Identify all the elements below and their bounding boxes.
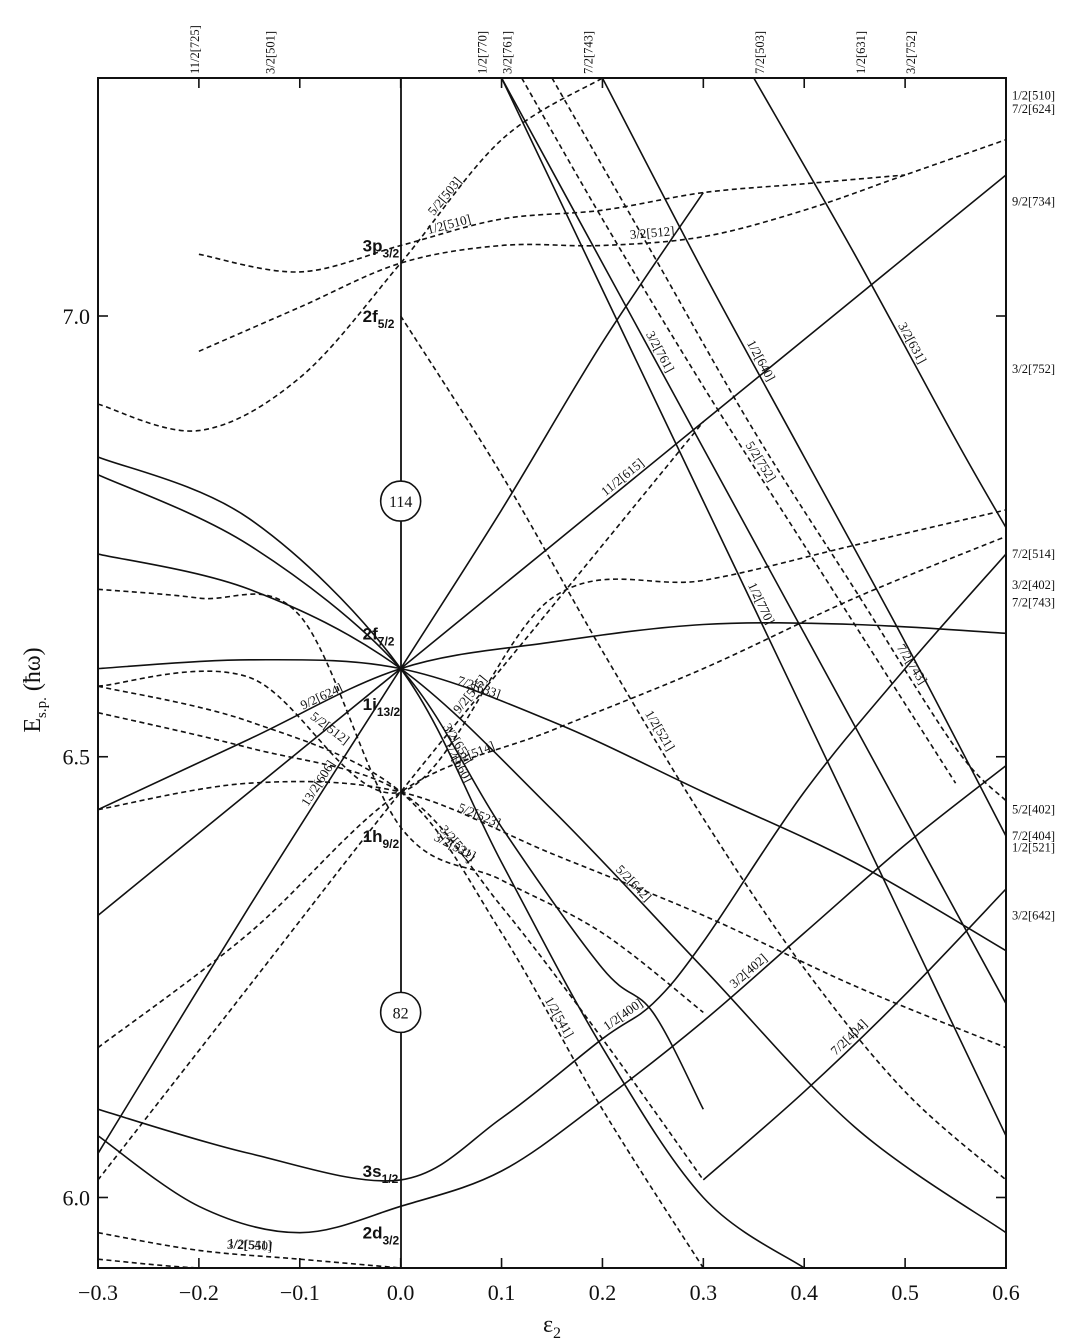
level-5-2-523 — [98, 780, 1006, 1049]
level-label-3-2-541: 3/2[541] — [227, 1237, 272, 1252]
x-tick-label: 0.4 — [790, 1280, 818, 1305]
level-label-1-2-550: 1/2[550] — [227, 1235, 273, 1254]
right-edge-label: 5/2[402] — [1012, 803, 1055, 817]
right-edge-label: 7/2[624] — [1012, 102, 1055, 116]
right-edge-label: 1/2[510] — [1012, 89, 1055, 103]
right-edge-label: 7/2[743] — [1012, 596, 1055, 610]
level-3-2-532 — [98, 711, 704, 1181]
level-3-2-512 — [198, 138, 1006, 353]
x-tick-label: 0.6 — [992, 1280, 1020, 1305]
level-curves — [98, 78, 1006, 1268]
level-3-2-402 — [98, 764, 1006, 1234]
level-1-2-770 — [500, 78, 1006, 1137]
level-3-2-631 — [753, 78, 1006, 528]
level-label-3-2-512: 3/2[512] — [629, 223, 675, 242]
level-label-5-2-752: 5/2[752] — [743, 438, 780, 484]
magic-number-114: 114 — [389, 494, 412, 511]
top-edge-label: 1/2[770] — [475, 31, 489, 74]
top-edge-label: 3/2[761] — [501, 31, 515, 74]
x-tick-label: 0.3 — [690, 1280, 718, 1305]
x-tick-label: 0.2 — [589, 1280, 617, 1305]
right-edge-label: 7/2[514] — [1012, 547, 1055, 561]
right-edge-label: 9/2[734] — [1012, 194, 1055, 208]
level-label-5-2-503: 5/2[503] — [425, 174, 465, 218]
level-7-2-743 — [551, 78, 1006, 802]
right-edge-label: 1/2[521] — [1012, 841, 1055, 855]
x-tick-label: 0.5 — [891, 1280, 919, 1305]
y-tick-label: 7.0 — [63, 304, 91, 329]
axis-ticks: −0.3 −0.2 −0.1 0.0 0.1 0.2 0.3 0.4 0.5 0.6 6.0 6.5 7… — [63, 78, 1020, 1305]
x-tick-label: −0.3 — [78, 1280, 118, 1305]
x-axis-title: ε2 — [543, 1312, 561, 1342]
top-edge-label: 1/2[631] — [854, 31, 868, 74]
level-1-2-400 — [98, 553, 1006, 1182]
level-5-2-503 — [98, 78, 603, 432]
magic-number-circle — [379, 991, 422, 1034]
magic-number-circle — [379, 480, 422, 522]
top-edge-label: 7/2[743] — [581, 31, 595, 74]
spherical-label-2f7-2: 2f7/2 — [363, 624, 395, 648]
right-edge-label: 3/2[402] — [1012, 578, 1055, 592]
level-label-5-2-642: 5/2[642] — [613, 862, 655, 905]
spherical-label-3s1-2: 3s1/2 — [363, 1162, 399, 1186]
x-axis-title-main: ε — [543, 1312, 553, 1338]
spherical-label-2d3-2: 2d3/2 — [363, 1224, 400, 1248]
x-tick-label: −0.1 — [280, 1280, 320, 1305]
level-label-1-2-521: 1/2[521] — [642, 707, 678, 753]
top-edge-label: 3/2[752] — [904, 31, 918, 74]
x-tick-label: 0.0 — [387, 1280, 415, 1305]
level-label-3-2-402: 3/2[402] — [726, 950, 770, 991]
edge-labels: 11/2[725] 3/2[501] 1/2[770] 3/2[761] 7/2[743… — [188, 25, 1055, 922]
spherical-label-3p3-2: 3p3/2 — [363, 237, 400, 261]
level-label-7-2-404: 7/2[404] — [827, 1016, 870, 1058]
top-edge-label: 11/2[725] — [188, 25, 202, 74]
level-7-2-404 — [702, 888, 1006, 1181]
level-label-13-2-606: 13/2[606] — [298, 757, 338, 808]
top-edge-label: 3/2[501] — [264, 31, 278, 74]
level-5-2-752 — [521, 78, 957, 784]
y-axis-title-sub: s.p. — [34, 697, 50, 718]
y-axis-title-unit: (ħω) — [20, 647, 46, 691]
level-label-11-2-615: 11/2[615] — [598, 455, 647, 499]
spherical-label-2f5-2: 2f5/2 — [363, 307, 395, 331]
level-11-2-615 — [98, 174, 1006, 917]
level-label-1-2-770: 1/2[770] — [745, 580, 778, 627]
level-label-9-2-624: 9/2[624] — [298, 680, 345, 713]
level-5-2-512 — [98, 509, 1006, 794]
level-3-2-521 — [98, 588, 704, 1014]
level-1-2-640 — [601, 78, 1006, 837]
level-label-7-2-743: 7/2[743] — [894, 641, 931, 687]
spherical-label-1h9-2: 1h9/2 — [363, 827, 400, 851]
spherical-labels: 3p3/2 2f5/2 2f7/2 1i13/2 1h9/2 3s1/2 2d3/2 — [363, 237, 401, 1248]
magic-number-82: 82 — [393, 1005, 409, 1022]
right-edge-label: 3/2[752] — [1012, 362, 1055, 376]
spherical-label-1i13-2: 1i13/2 — [363, 695, 401, 719]
level-13-2-606 — [98, 192, 704, 1154]
y-axis-title: Es.p. (ħω) — [20, 647, 50, 732]
magic-numbers: 114 82 — [379, 480, 422, 1034]
level-7-2-633 — [98, 658, 1006, 952]
top-edge-label: 7/2[503] — [753, 31, 767, 74]
y-tick-label: 6.5 — [63, 745, 91, 770]
x-tick-label: 0.1 — [488, 1280, 516, 1305]
x-axis-title-sub: 2 — [553, 1325, 561, 1342]
level-1-2-510 — [198, 174, 906, 273]
y-tick-label: 6.0 — [63, 1185, 91, 1210]
level-label-1-2-640: 1/2[640] — [744, 337, 779, 383]
y-axis-title-main: E — [20, 718, 46, 733]
level-1-2-541 — [98, 685, 704, 1268]
level-1-2-660 — [98, 456, 805, 1268]
x-tick-label: −0.2 — [179, 1280, 219, 1305]
right-edge-label: 7/2[404] — [1012, 829, 1055, 843]
right-edge-label: 3/2[642] — [1012, 908, 1055, 922]
level-3-2-761 — [500, 78, 1006, 1004]
level-1-2-521 — [400, 315, 1006, 1181]
level-label-5-2-523: 5/2[523] — [456, 800, 503, 831]
level-1-2-550 — [98, 1231, 401, 1268]
level-7-2-514 — [98, 535, 1006, 1049]
level-5-2-642 — [98, 553, 1006, 1234]
